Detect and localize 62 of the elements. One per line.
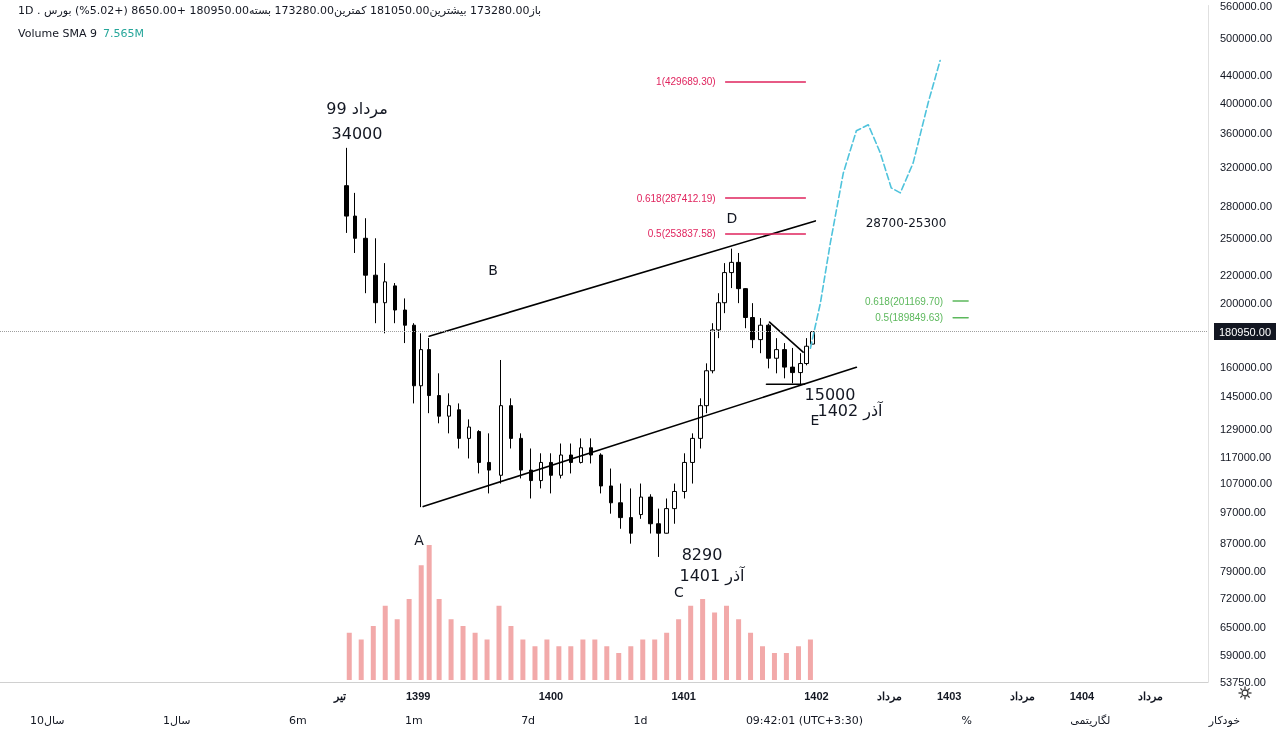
- annotation: A: [414, 532, 424, 548]
- x-tick-label: مرداد: [1009, 689, 1035, 703]
- y-tick-label: 72000.00: [1220, 591, 1266, 604]
- y-tick-label: 59000.00: [1220, 649, 1266, 662]
- y-tick-label: 53750.00: [1220, 676, 1266, 688]
- text: 7d: [521, 714, 536, 729]
- text: 1m: [405, 714, 423, 729]
- text: 6m: [288, 714, 307, 729]
- y-tick-label: 87000.00: [1220, 536, 1266, 549]
- y-tick-label: 360000.00: [1220, 127, 1272, 140]
- annotation: 28700-25300: [865, 216, 947, 230]
- y-tick-label: 560000.00: [1220, 0, 1272, 12]
- y-tick-label: 107000.00: [1220, 477, 1272, 490]
- series-label: 0.5(189849.63): [875, 312, 944, 324]
- y-tick-label: 440000.00: [1220, 69, 1272, 82]
- annotation: D: [726, 210, 738, 226]
- x-tick-label: تیر: [332, 689, 346, 703]
- y-tick-label: 250000.00: [1220, 232, 1272, 245]
- text: لگاریتمی: [1070, 714, 1111, 729]
- text: خودکار: [1208, 714, 1240, 729]
- series-label: 0.5(253837.58): [647, 228, 716, 240]
- y-tick-label: 160000.00: [1220, 361, 1272, 374]
- x-tick-label: 1402: [804, 689, 829, 702]
- x-tick-label: 1404: [1069, 689, 1095, 702]
- series-label: 0.618(201169.70): [864, 295, 944, 307]
- x-tick-label: مرداد: [876, 689, 902, 703]
- text: 10سال: [30, 714, 65, 729]
- x-tick-label: 1401: [671, 689, 696, 702]
- text: 1سال: [162, 714, 191, 729]
- y-tick-label: 400000.00: [1220, 96, 1272, 109]
- x-tick-label: 1403: [936, 689, 962, 702]
- annotation: 15000: [804, 384, 856, 404]
- annotation: 8290: [681, 544, 723, 564]
- y-tick-label: 145000.00: [1220, 389, 1272, 402]
- y-tick-label: 320000.00: [1220, 161, 1272, 174]
- series-label: 0.618(287412.19): [636, 192, 716, 204]
- text: %: [961, 714, 972, 729]
- x-tick-label: مرداد: [1138, 689, 1164, 703]
- x-tick-label: 1399: [405, 689, 431, 702]
- y-tick-label: 117000.00: [1220, 451, 1272, 464]
- annotation: آذر 1401: [679, 565, 745, 585]
- y-tick-label: 129000.00: [1220, 423, 1272, 436]
- ref-line-label: 180950.00: [1219, 325, 1271, 338]
- text: 1d: [633, 714, 648, 729]
- chart-title: باز173280.00 بیشترین181050.00 کمترین173280.00 بسته180950.00 +8650.00 (+5.02%) بورس . 1D: [18, 4, 542, 17]
- y-tick-label: 65000.00: [1220, 621, 1266, 634]
- x-tick-label: 1400: [538, 689, 564, 702]
- annotation: 7.565M: [102, 27, 144, 40]
- y-tick-label: 200000.00: [1220, 296, 1272, 309]
- annotation: E: [810, 412, 820, 428]
- annotation: B: [488, 262, 498, 278]
- annotation: C: [674, 584, 684, 600]
- y-tick-label: 79000.00: [1220, 564, 1266, 577]
- annotation: مرداد 99: [326, 98, 388, 118]
- y-tick-label: 97000.00: [1220, 505, 1266, 518]
- y-tick-label: 280000.00: [1220, 199, 1272, 212]
- text: 09:42:01 (UTC+3:30): [745, 714, 864, 729]
- annotation: 34000: [331, 123, 383, 143]
- y-tick-label: 220000.00: [1220, 269, 1272, 282]
- y-tick-label: 500000.00: [1220, 32, 1272, 45]
- chart-title: Volume SMA 9: [18, 27, 97, 40]
- series-label: 1(429689.30): [656, 76, 716, 88]
